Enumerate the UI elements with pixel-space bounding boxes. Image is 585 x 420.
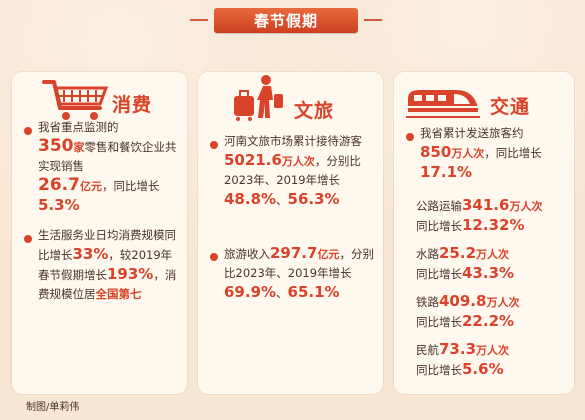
consumption-paragraph-1: 我省重点监测的 350家零售和餐饮企业共实现销售 26.7亿元，同比增长 5.3% [38,118,178,216]
consumption-paragraph-2: 生活服务业日均消费规模同比增长33%，较2019年春节假期增长193%，消费规模… [38,226,178,304]
text: ，分别比2023年、2019年增长 [224,247,374,280]
text: 、 [276,286,288,300]
value-revenue: 297.7 [270,244,318,262]
text: ，分别比2023年、2019年增长 [224,154,361,187]
value-passengers: 850 [420,143,452,161]
transport-air: 民航73.3万人次 同比增长5.6% [416,340,566,380]
section-title: 春节假期 [253,12,318,30]
consumption-card: 消费 我省重点监测的 350家零售和餐饮企业共实现销售 26.7亿元，同比增长 5… [12,72,187,394]
unit: 万人次 [509,200,543,213]
unit: 万人次 [486,296,520,309]
bullet-dot [210,253,218,261]
tourism-paragraph-2: 旅游收入297.7亿元，分别比2023年、2019年增长 69.9%、65.1% [224,244,374,303]
transport-water: 水路25.2万人次 同比增长43.3% [416,244,566,284]
text: 旅游收入 [224,247,270,261]
value-water: 25.2 [439,244,477,262]
consumption-title: 消费 [112,94,153,116]
bullet-dot [24,127,32,135]
credit-caption: 制图/单莉伟 [26,402,80,413]
value-air: 73.3 [439,340,477,358]
value-growth-2019: 56.3% [287,190,340,208]
unit: 万人次 [476,248,510,261]
tourism-title: 文旅 [294,100,335,122]
high-speed-train-icon [404,84,480,124]
value-growth-2019: 193% [107,265,154,283]
value-rank: 全国第七 [95,287,142,301]
text: ，同比增长 [101,179,160,193]
text: 同比增长 [416,363,462,377]
tourism-paragraph-1: 河南文旅市场累计接待游客 5021.6万人次，分别比2023年、2019年增长 48… [224,132,374,210]
text: 同比增长 [416,315,462,329]
text: 零售和餐饮企业共实现销售 [38,140,177,173]
text: 同比增长 [416,267,462,281]
value-passenger-growth: 17.1% [420,163,473,181]
value-road-growth: 12.32% [462,216,525,234]
transport-title: 交通 [490,96,531,118]
value-daily-growth: 33% [72,245,109,263]
value-growth: 5.3% [38,196,80,214]
unit: 亿元 [317,248,340,261]
text: 同比增长 [416,219,462,233]
text: 我省重点监测的 [38,120,119,134]
text: 、 [276,193,288,207]
text: 河南文旅市场累计接待游客 [224,134,362,148]
value-road: 341.6 [462,196,510,214]
value-rail: 409.8 [439,292,487,310]
section-title-banner: 春节假期 [190,8,382,33]
unit: 万人次 [451,147,485,160]
text: ，较2019年春节假期增长 [38,248,173,282]
transport-road: 公路运输341.6万人次 同比增长12.32% [416,196,566,236]
text: 公路运输 [416,199,462,213]
unit: 万人次 [476,344,510,357]
value-growth-2023: 48.8% [224,190,277,208]
transport-card: 交通 我省累计发送旅客约 850万人次，同比增长 17.1% 公路运输341.6… [394,72,574,394]
text: 水路 [416,247,439,261]
text: 生活服务业日均消费规模同比增长 [38,228,176,262]
value-water-growth: 43.3% [462,264,515,282]
text: ，同比增长 [484,146,542,160]
transport-rail: 铁路409.8万人次 同比增长22.2% [416,292,566,332]
text: 民航 [416,343,439,357]
text: 我省累计发送旅客约 [420,126,524,140]
value-visitors: 5021.6 [224,151,282,169]
shopping-cart-icon [42,78,112,126]
bullet-dot [210,141,218,149]
unit: 家 [73,141,85,154]
unit: 万人次 [281,155,315,168]
traveler-luggage-icon [230,74,290,126]
value-air-growth: 5.6% [462,360,504,378]
bullet-dot [406,133,414,141]
value-sales: 26.7 [38,175,80,195]
value-revenue-growth-2023: 69.9% [224,283,277,301]
bullet-dot [24,235,32,243]
value-rail-growth: 22.2% [462,312,515,330]
tourism-card: 文旅 河南文旅市场累计接待游客5021.6万人次，分别比2023年、2019年增… [198,72,383,394]
value-revenue-growth-2019: 65.1% [287,283,340,301]
transport-paragraph-1: 我省累计发送旅客约 850万人次，同比增长 17.1% [420,124,566,183]
text: ，消费规模位居 [38,268,177,301]
text: 铁路 [416,295,439,309]
unit: 亿元 [79,180,102,193]
value-retail-count: 350 [38,136,74,156]
